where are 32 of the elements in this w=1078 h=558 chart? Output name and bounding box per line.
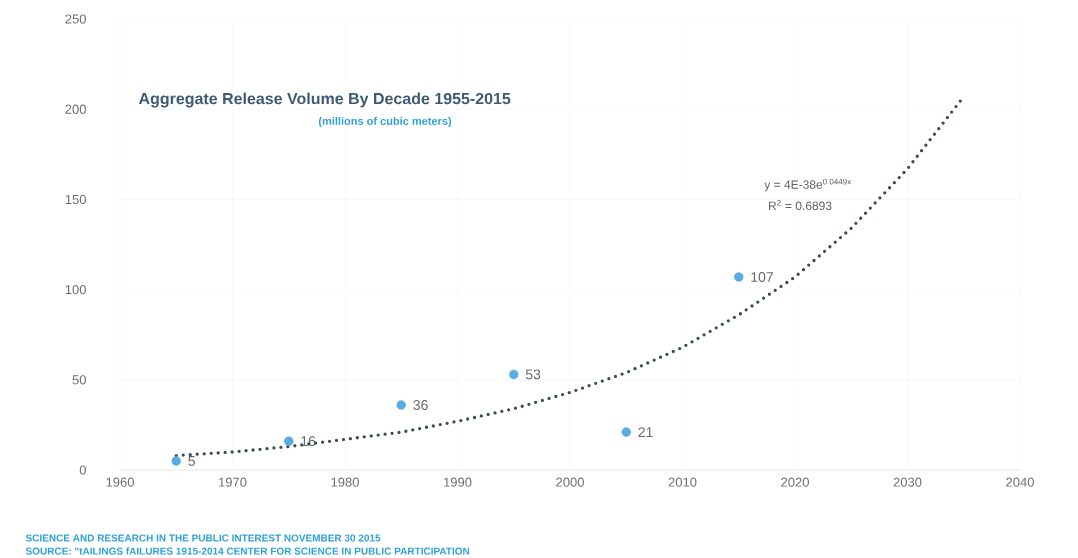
x-tick-label: 2000 bbox=[556, 477, 584, 487]
y-tick-label: 100 bbox=[65, 285, 86, 295]
y-tick-label: 250 bbox=[65, 14, 86, 24]
y-tick-label: 0 bbox=[79, 465, 86, 475]
data-label: 107 bbox=[751, 272, 773, 282]
annotation: R$^{2}$ = 0.6893 bbox=[769, 199, 832, 211]
point bbox=[509, 369, 519, 380]
x-tick-label: 1960 bbox=[106, 477, 134, 487]
point bbox=[284, 436, 294, 446]
y-tick-label: 50 bbox=[72, 375, 86, 385]
y-tick-label: 150 bbox=[65, 194, 86, 204]
data-label: 21 bbox=[638, 427, 653, 437]
x-tick-label: 1990 bbox=[444, 477, 472, 487]
point bbox=[734, 272, 744, 282]
x-tick-label: 1980 bbox=[331, 477, 359, 487]
text: Aggregate Release Volume By Decade 1955-2015 bbox=[138, 92, 511, 108]
x-tick-label: 2010 bbox=[668, 477, 697, 487]
annotation: y = 4E-38e$^{0.0449x}$ bbox=[764, 178, 852, 192]
source-note: SOURCE: "tAILINGS fAILURES 1915-2014 CENTER FOR SCIENCE IN PUBLIC PARTICIPATION bbox=[25, 547, 470, 555]
point bbox=[171, 456, 181, 466]
x-tick-label: 2030 bbox=[893, 477, 922, 487]
point bbox=[396, 400, 406, 410]
x-tick-label: 2040 bbox=[1006, 477, 1034, 487]
point bbox=[621, 427, 631, 437]
data-label: 5 bbox=[188, 456, 195, 466]
text: SCIENCE AND RESEARCH IN THE PUBLIC INTEREST NOVEMBER 30 2015 bbox=[25, 534, 381, 542]
text: (millions of cubic meters) bbox=[318, 116, 452, 128]
x-tick-label: 1970 bbox=[219, 477, 247, 487]
data-label: 53 bbox=[525, 369, 541, 380]
x-tick-label: 2020 bbox=[781, 477, 809, 487]
y-tick-label: 200 bbox=[65, 104, 86, 114]
data-label: 36 bbox=[413, 400, 428, 411]
